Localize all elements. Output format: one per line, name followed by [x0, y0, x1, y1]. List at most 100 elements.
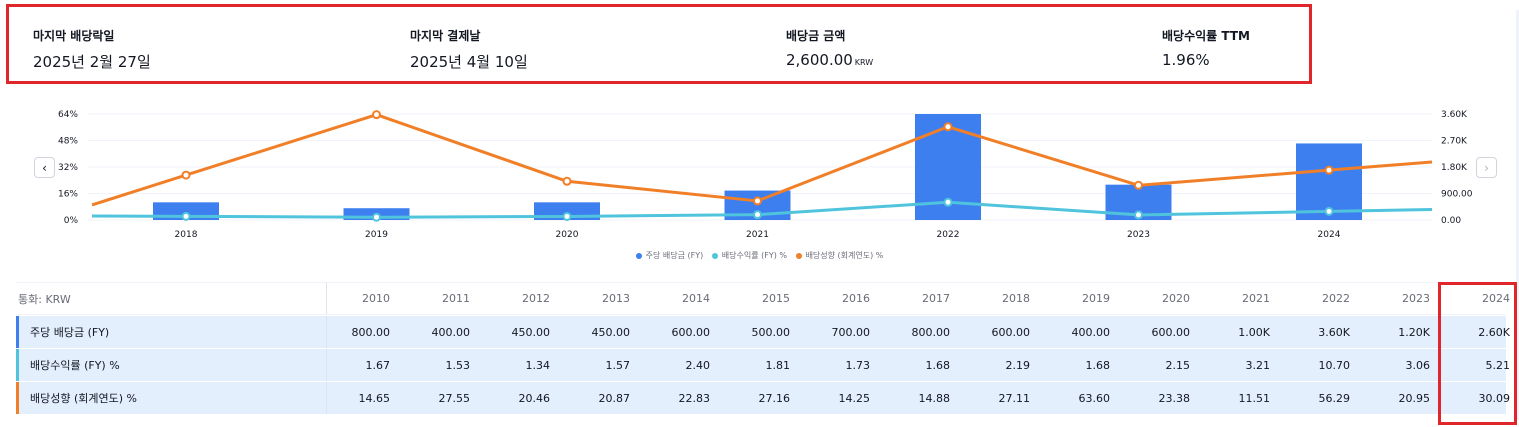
x-axis-tick-label: 2024 — [1318, 230, 1341, 240]
year-header-2015: 2015 — [762, 292, 790, 305]
legend-item-payout[interactable]: 배당성향 (회계연도) % — [795, 250, 884, 261]
table-cell: 56.29 — [1318, 391, 1351, 405]
yield-point-2019 — [372, 212, 381, 222]
dividend-chart: 0% 16% 32% 48% 64% 0.00 900.00 1.80K 2.70K 3.60K 2… — [0, 96, 1519, 271]
scrollbar-track[interactable] — [1516, 10, 1519, 420]
x-axis-tick-label: 2023 — [1127, 230, 1150, 240]
legend-label-yield: 배당수익률 (FY) % — [721, 251, 788, 260]
year-header-2024: 2024 — [1482, 292, 1510, 305]
pay-date-value: 2025년 4월 10일 — [410, 53, 528, 71]
table-cell: 27.55 — [438, 391, 471, 405]
x-axis-tick-label: 2019 — [365, 230, 388, 240]
row-label-yield: 배당수익률 (FY) % — [30, 359, 120, 372]
right-axis-tick-label: 3.60K — [1441, 110, 1468, 120]
table-cell: 1.68 — [925, 358, 951, 372]
yield-point-2021 — [753, 210, 762, 220]
yield-ttm-value: 1.96% — [1162, 51, 1210, 69]
year-header-2014: 2014 — [682, 292, 710, 305]
table-row-dps: 주당 배당금 (FY) 800.00 400.00 450.00 450.00 600.0… — [16, 316, 1510, 349]
table-cell: 700.00 — [831, 325, 871, 339]
table-cell: 1.57 — [605, 358, 631, 372]
summary-ex-date: 마지막 배당락일 2025년 2월 27일 — [33, 27, 151, 72]
table-cell: 2.40 — [685, 358, 711, 372]
summary-pay-date: 마지막 결제날 2025년 4월 10일 — [410, 27, 528, 72]
year-header-2019: 2019 — [1082, 292, 1110, 305]
year-header-2023: 2023 — [1402, 292, 1430, 305]
table-cell: 3.06 — [1405, 358, 1431, 372]
table-cell: 3.60K — [1318, 325, 1350, 339]
payout-point-2021 — [753, 196, 762, 206]
right-axis-tick-label: 0.00 — [1441, 216, 1461, 226]
legend-label-dps: 주당 배당금 (FY) — [645, 251, 704, 260]
pay-date-label: 마지막 결제날 — [410, 29, 481, 43]
currency-label: 통화: KRW — [18, 292, 71, 306]
left-axis-tick-label: 32% — [58, 163, 78, 173]
row-color-marker — [16, 382, 19, 414]
legend-item-dps[interactable]: 주당 배당금 (FY) — [635, 250, 704, 261]
table-cell: 800.00 — [911, 325, 951, 339]
table-cell: 1.73 — [845, 358, 871, 372]
payout-point-2024 — [1324, 165, 1334, 175]
table-cell: 14.88 — [918, 391, 951, 405]
table-cell: 14.25 — [838, 391, 871, 405]
yield-point-2024 — [1324, 206, 1334, 216]
table-cell: 2.15 — [1165, 358, 1191, 372]
table-cell: 500.00 — [751, 325, 791, 339]
table-header-row: 통화: KRW 2010 2011 2012 2013 2014 2015 2016 2017 2… — [16, 282, 1510, 315]
legend-label-payout: 배당성향 (회계연도) % — [805, 251, 884, 260]
table-cell: 23.38 — [1158, 391, 1191, 405]
table-cell: 20.87 — [598, 391, 631, 405]
right-axis-tick-label: 900.00 — [1441, 190, 1473, 200]
x-axis-tick-label: 2022 — [937, 230, 960, 240]
x-axis-tick-label: 2021 — [746, 230, 769, 240]
column-separator — [326, 349, 327, 381]
table-cell: 1.68 — [1085, 358, 1111, 372]
year-header-2021: 2021 — [1242, 292, 1270, 305]
table-cell: 30.09 — [1478, 391, 1511, 405]
left-axis-tick-label: 48% — [58, 137, 78, 147]
payout-point-2019 — [372, 110, 381, 120]
year-header-2018: 2018 — [1002, 292, 1030, 305]
left-axis-tick-label: 16% — [58, 190, 78, 200]
year-header-2011: 2011 — [442, 292, 470, 305]
year-header-2012: 2012 — [522, 292, 550, 305]
table-cell: 1.67 — [365, 358, 391, 372]
year-header-2010: 2010 — [362, 292, 390, 305]
table-cell: 600.00 — [671, 325, 711, 339]
right-axis-tick-label: 2.70K — [1441, 137, 1468, 147]
table-cell: 400.00 — [1071, 325, 1111, 339]
payout-point-2022 — [943, 122, 953, 132]
legend-item-yield[interactable]: 배당수익률 (FY) % — [711, 250, 788, 261]
table-cell: 27.11 — [998, 391, 1031, 405]
amount-value-wrap: 2,600.00 KRW — [786, 51, 873, 69]
dividend-summary-box: 마지막 배당락일 2025년 2월 27일 마지막 결제날 2025년 4월 1… — [6, 4, 1312, 84]
table-cell: 22.83 — [678, 391, 711, 405]
chart-legend: 주당 배당금 (FY) 배당수익률 (FY) % 배당성향 (회계연도) % — [0, 250, 1519, 261]
table-cell: 1.34 — [525, 358, 551, 372]
row-label-dps: 주당 배당금 (FY) — [30, 326, 110, 339]
column-separator — [326, 316, 327, 348]
chart-prev-button[interactable]: ‹ — [34, 157, 55, 178]
amount-label: 배당금 금액 — [786, 29, 846, 43]
table-cell: 63.60 — [1078, 391, 1111, 405]
payout-point-2020 — [562, 176, 572, 186]
chart-next-button[interactable]: › — [1476, 157, 1497, 178]
payout-point-2018 — [181, 170, 191, 180]
table-cell: 11.51 — [1238, 391, 1271, 405]
left-axis-tick-label: 0% — [64, 216, 79, 226]
yield-point-2023 — [1134, 210, 1143, 220]
x-axis-tick-label: 2018 — [175, 230, 198, 240]
table-cell: 1.00K — [1238, 325, 1270, 339]
table-cell: 3.21 — [1245, 358, 1271, 372]
table-cell: 20.95 — [1398, 391, 1431, 405]
table-cell: 10.70 — [1318, 358, 1351, 372]
table-cell: 1.53 — [445, 358, 471, 372]
year-header-2013: 2013 — [602, 292, 630, 305]
legend-dot-yield — [711, 252, 718, 259]
chart-svg: 0% 16% 32% 48% 64% 0.00 900.00 1.80K 2.70K 3.60K 2… — [58, 110, 1473, 240]
legend-dot-dps — [635, 252, 642, 259]
table-cell: 5.21 — [1485, 358, 1511, 372]
yield-point-2022 — [943, 197, 953, 207]
table-cell: 600.00 — [991, 325, 1031, 339]
table-cell: 1.20K — [1398, 325, 1430, 339]
